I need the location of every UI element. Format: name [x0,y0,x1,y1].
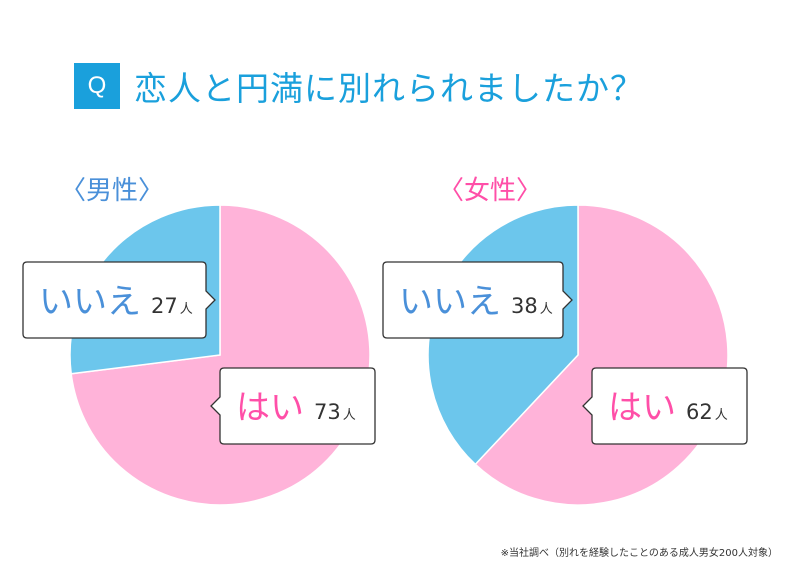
category-label: はい [608,388,676,428]
category-label: いいえ [399,282,501,322]
value-label: 73 [314,400,341,424]
q-badge: Q [74,63,120,109]
question-title: Q 恋人と円満に別れられましたか？ [74,62,644,110]
footnote: ※当社調べ（別れを経験したことのある成人男女200人対象） [500,548,778,559]
value-label: 27 [151,294,178,318]
unit-label: 人 [343,408,356,423]
value-label: 62 [686,400,713,424]
question-text: 恋人と円満に別れられましたか？ [134,69,644,108]
male-chart-title: 〈男性〉 [60,176,165,206]
category-label: いいえ [39,282,141,322]
category-label: はい [236,388,304,428]
female-chart-title: 〈女性〉 [438,176,543,206]
unit-label: 人 [180,302,193,317]
unit-label: 人 [540,302,553,317]
unit-label: 人 [715,408,728,423]
female-callout-yes: はい 62 人 [582,367,748,445]
value-label: 38 [511,294,538,318]
female-callout-no: いいえ 38 人 [382,261,573,339]
male-callout-yes: はい 73 人 [210,367,376,445]
male-callout-no: いいえ 27 人 [22,261,216,339]
